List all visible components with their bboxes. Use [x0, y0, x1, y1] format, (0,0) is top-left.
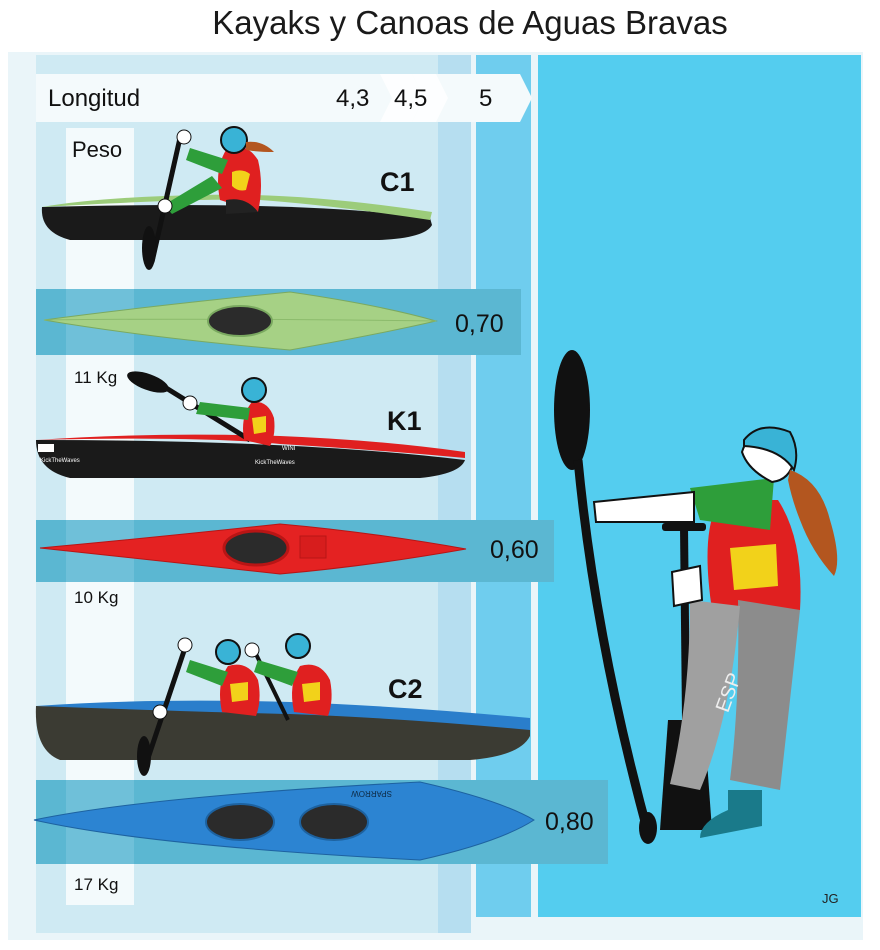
page-title: Kayaks y Canoas de Aguas Bravas: [212, 4, 728, 41]
weight-label: Peso: [72, 137, 123, 162]
c2-model-text: SPARROW: [351, 789, 392, 798]
boat-name-k1: K1: [387, 406, 422, 436]
weight-value-k1: 10 Kg: [74, 588, 119, 607]
k1-side-brand-text-2: KickTheWaves: [255, 460, 295, 466]
width-value-k1: 0,60: [490, 536, 539, 564]
weight-value-c2: 17 Kg: [74, 875, 119, 894]
weight-column: [66, 128, 134, 905]
k1-side-brand-text: KickTheWaves: [40, 458, 80, 464]
signature: JG: [822, 891, 839, 906]
length-mark-5: 5: [479, 85, 493, 112]
weight-value-c1: 11 Kg: [74, 368, 118, 387]
length-label: Longitud: [48, 85, 141, 112]
length-mark-4-3: 4,3: [336, 85, 370, 112]
boat-name-c1: C1: [380, 167, 415, 197]
width-value-c2: 0,80: [545, 808, 594, 836]
length-mark-4-5: 4,5: [394, 85, 428, 112]
k1-side-model-text: WINI: [282, 446, 296, 452]
width-value-c1: 0,70: [455, 310, 504, 338]
length-band-5: [476, 55, 531, 917]
boat-name-c2: C2: [388, 674, 423, 704]
